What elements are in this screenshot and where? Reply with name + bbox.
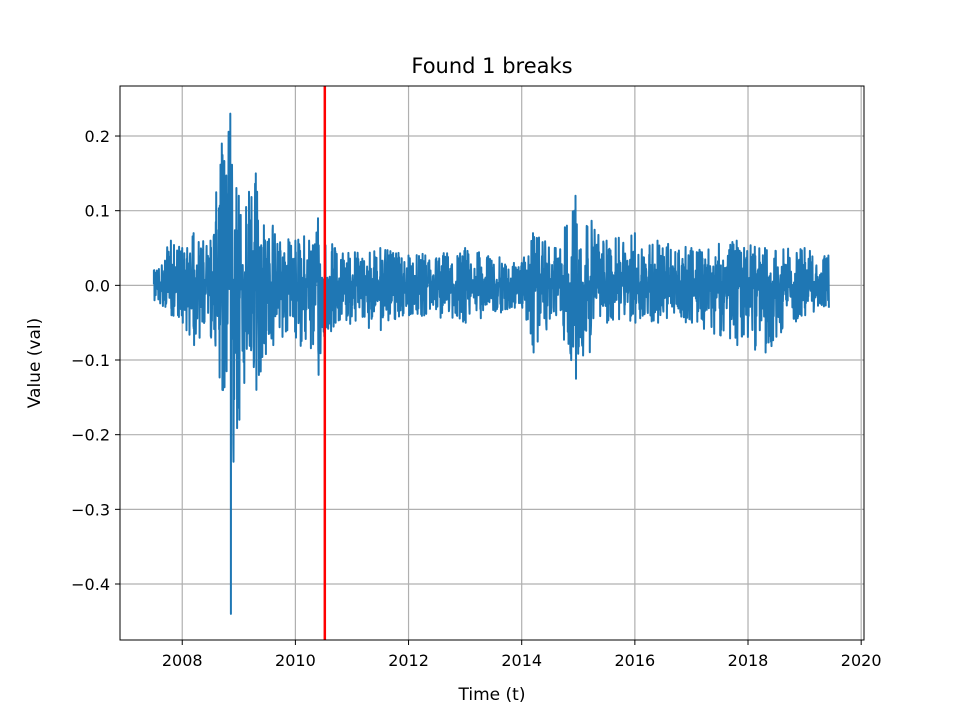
series-line xyxy=(152,112,830,615)
x-tick-label: 2018 xyxy=(728,651,769,670)
x-tick-label: 2008 xyxy=(162,651,203,670)
x-tick-label: 2020 xyxy=(841,651,882,670)
y-tick-label: 0.0 xyxy=(85,276,110,295)
y-tick-label: −0.2 xyxy=(71,426,110,445)
x-tick-label: 2016 xyxy=(614,651,655,670)
x-axis-title: Time (t) xyxy=(458,685,526,705)
x-axis-ticks: 2008 2010 2012 2014 2016 2018 2020 xyxy=(162,640,882,670)
y-tick-label: 0.1 xyxy=(85,202,110,221)
y-tick-label: −0.1 xyxy=(71,351,110,370)
chart-title: Found 1 breaks xyxy=(411,54,572,78)
plot-frame xyxy=(119,85,865,641)
y-tick-label: −0.3 xyxy=(71,500,110,519)
series-layer xyxy=(152,112,830,615)
x-tick-label: 2012 xyxy=(388,651,429,670)
x-tick-label: 2010 xyxy=(275,651,316,670)
y-axis-ticks: 0.2 0.1 0.0 −0.1 −0.2 −0.3 −0.4 xyxy=(71,127,120,594)
x-tick-label: 2014 xyxy=(501,651,542,670)
y-axis-title: Value (val) xyxy=(25,318,45,409)
y-tick-label: −0.4 xyxy=(71,575,110,594)
y-tick-label: 0.2 xyxy=(85,127,110,146)
